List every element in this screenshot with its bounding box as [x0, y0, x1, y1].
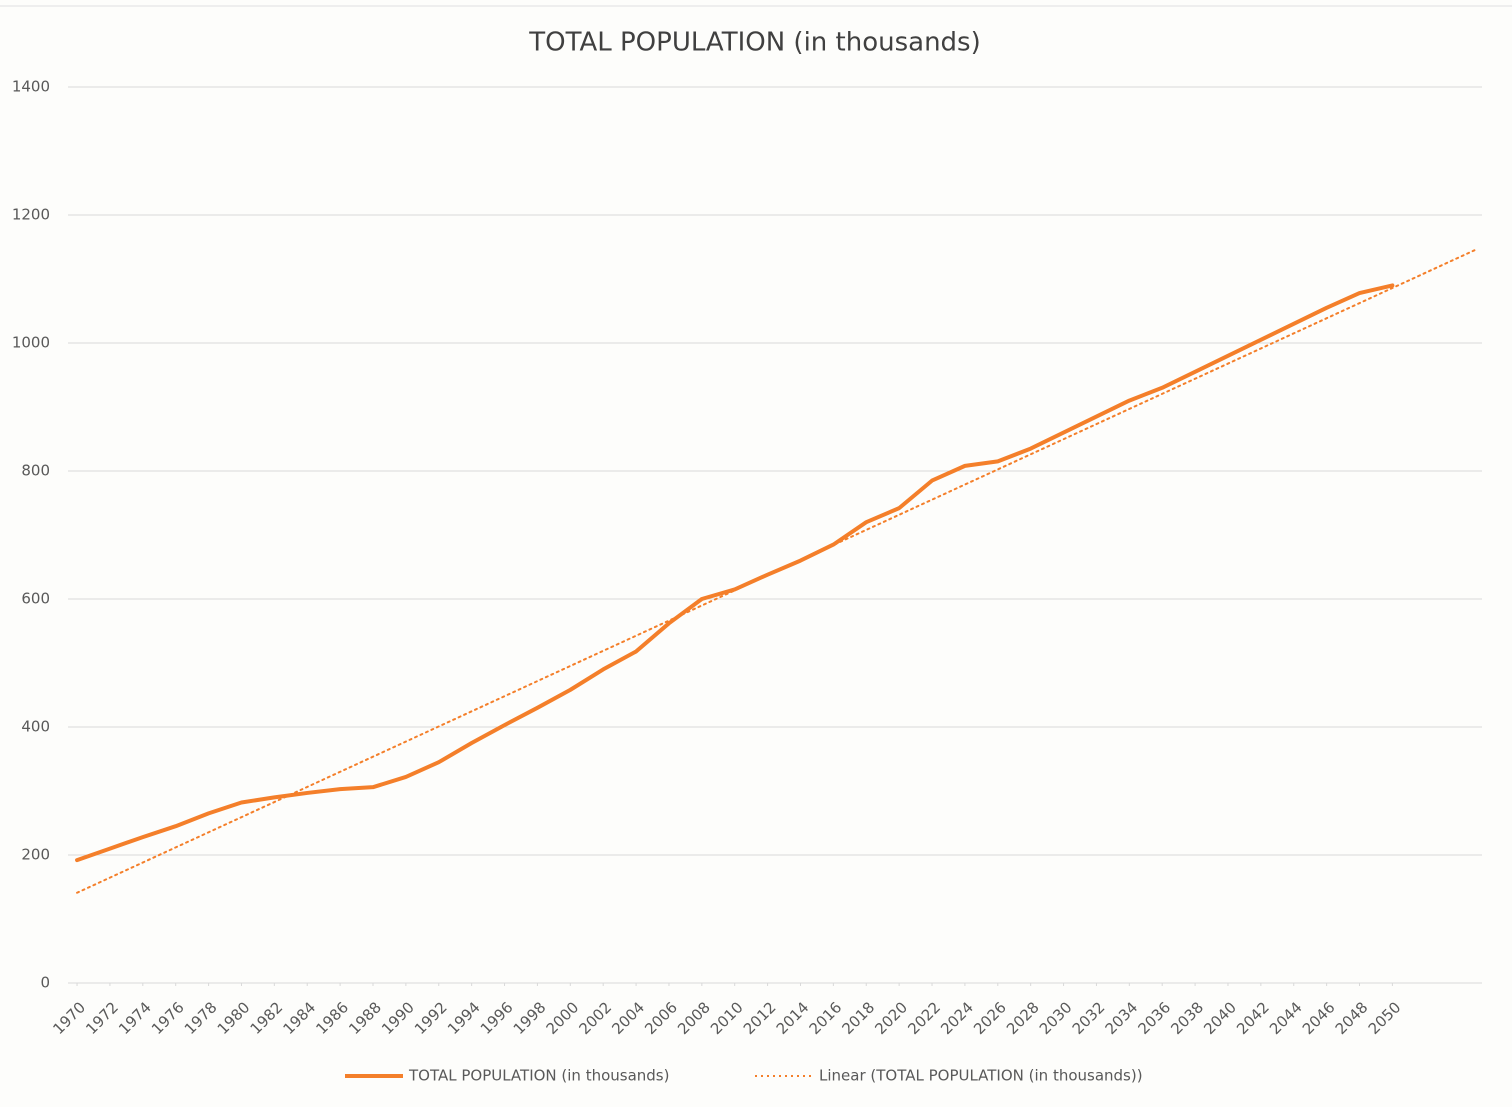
trend-line [76, 249, 1476, 894]
data-line [75, 283, 1395, 863]
y-tick-label: 400 [21, 718, 50, 736]
y-tick-label: 1200 [12, 206, 50, 224]
y-tick-label: 1400 [12, 78, 50, 96]
y-tick-label: 200 [21, 846, 50, 864]
legend-label: Linear (TOTAL POPULATION (in thousands)) [819, 1067, 1143, 1085]
y-tick-label: 0 [40, 974, 50, 992]
legend-label: TOTAL POPULATION (in thousands) [408, 1067, 669, 1085]
y-tick-label: 600 [21, 590, 50, 608]
y-tick-label: 800 [21, 462, 50, 480]
y-tick-label: 1000 [12, 334, 50, 352]
chart-title: TOTAL POPULATION (in thousands) [528, 28, 981, 58]
